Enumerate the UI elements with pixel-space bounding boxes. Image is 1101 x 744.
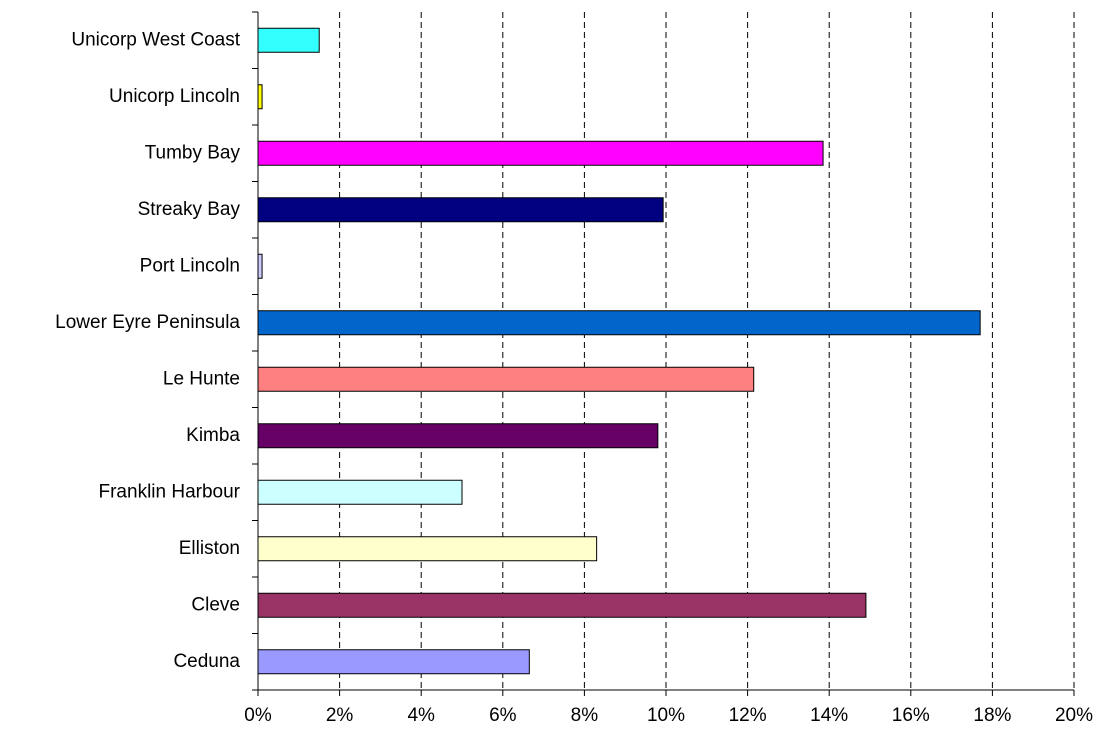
bar [257, 310, 981, 336]
x-tick-label: 8% [571, 705, 599, 726]
y-tick-label: Unicorp Lincoln [109, 86, 240, 107]
x-tick-label: 0% [244, 705, 272, 726]
y-tick-label: Tumby Bay [145, 142, 241, 163]
y-tick-label: Kimba [186, 425, 240, 446]
bar [257, 84, 263, 110]
x-tick-label: 14% [810, 705, 848, 726]
y-tick-label: Lower Eyre Peninsula [55, 312, 240, 333]
bar [257, 649, 530, 675]
y-tick-label: Streaky Bay [138, 199, 241, 220]
bar [257, 479, 463, 505]
bar [257, 592, 867, 618]
y-tick-label: Cleve [191, 594, 240, 615]
y-tick-label: Le Hunte [163, 368, 240, 389]
x-tick-label: 10% [647, 705, 685, 726]
x-tick-label: 16% [892, 705, 930, 726]
x-tick-label: 12% [729, 705, 767, 726]
x-tick-label: 20% [1055, 705, 1093, 726]
bar [257, 253, 263, 279]
bar [257, 536, 598, 562]
y-tick-label: Elliston [179, 538, 240, 559]
bar [257, 140, 824, 166]
x-tick-label: 2% [326, 705, 354, 726]
x-tick-label: 18% [973, 705, 1011, 726]
y-tick-label: Port Lincoln [140, 255, 240, 276]
y-tick-label: Unicorp West Coast [71, 29, 240, 50]
bar [257, 366, 755, 392]
y-tick-label: Franklin Harbour [99, 481, 241, 502]
y-tick-label: Ceduna [173, 651, 240, 672]
x-tick-label: 4% [407, 705, 435, 726]
bar [257, 27, 320, 53]
bar [257, 197, 664, 223]
bar [257, 423, 659, 449]
x-tick-label: 6% [489, 705, 517, 726]
